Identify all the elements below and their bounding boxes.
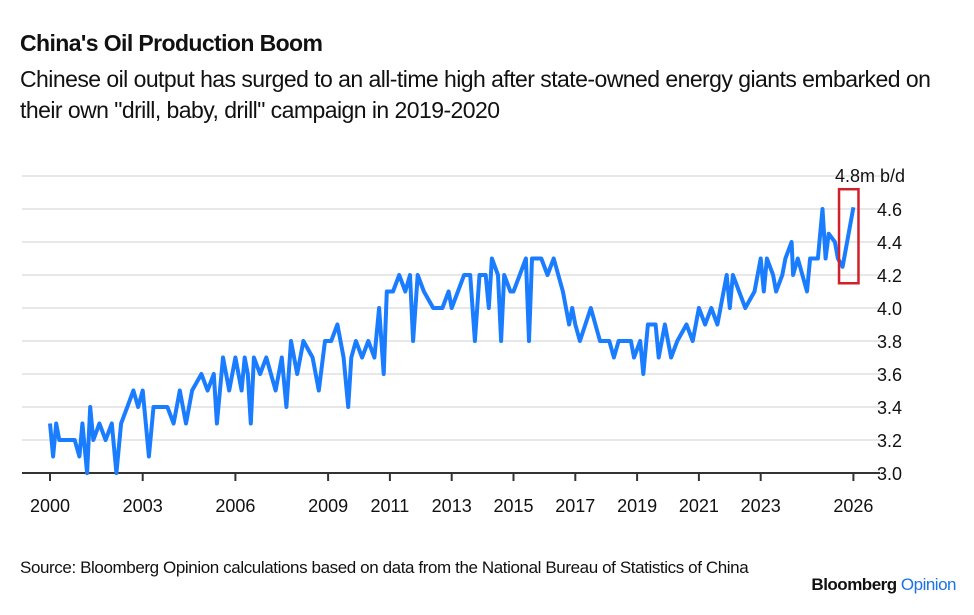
chart-title: China's Oil Production Boom — [20, 30, 323, 56]
logo-main: Bloomberg — [811, 575, 897, 594]
y-tick-label: 3.6 — [877, 365, 902, 385]
y-tick-label: 3.8 — [877, 332, 902, 352]
x-tick-label: 2000 — [30, 496, 70, 516]
source-note: Source: Bloomberg Opinion calculations b… — [20, 558, 749, 577]
x-tick-label: 2017 — [555, 496, 595, 516]
x-tick-label: 2026 — [833, 496, 873, 516]
y-tick-label: 3.4 — [877, 398, 902, 418]
y-tick-label: 4.6 — [877, 200, 902, 220]
y-tick-label: 3.2 — [877, 431, 902, 451]
chart-subtitle: Chinese oil output has surged to an all-… — [20, 66, 931, 123]
y-tick-label: 4.2 — [877, 266, 902, 286]
x-tick-label: 2006 — [215, 496, 255, 516]
x-tick-label: 2003 — [123, 496, 163, 516]
y-tick-label: 4.0 — [877, 299, 902, 319]
highlight-box — [837, 187, 860, 285]
x-tick-label: 2009 — [308, 496, 348, 516]
bloomberg-opinion-logo: Bloomberg Opinion — [811, 575, 956, 595]
x-tick-label: 2013 — [432, 496, 472, 516]
x-tick-label: 2011 — [371, 496, 410, 516]
x-tick-label: 2015 — [493, 496, 533, 516]
unit-label: 4.8m b/d — [835, 166, 905, 186]
y-tick-label: 3.0 — [877, 464, 902, 484]
y-tick-label: 4.4 — [877, 233, 902, 253]
x-tick-label: 2023 — [741, 496, 781, 516]
x-tick-label: 2021 — [679, 496, 719, 516]
x-tick-label: 2019 — [617, 496, 657, 516]
logo-accent: Opinion — [900, 575, 957, 594]
